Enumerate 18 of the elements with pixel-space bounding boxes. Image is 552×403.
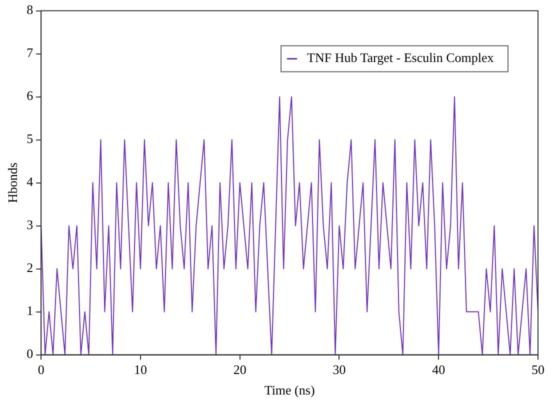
y-tick-label: 7 bbox=[26, 45, 34, 60]
x-tick-label: 10 bbox=[134, 362, 147, 378]
y-tick-label: 0 bbox=[26, 346, 34, 362]
y-tick-label: 8 bbox=[26, 2, 34, 18]
y-axis-title: Hbonds bbox=[5, 162, 20, 204]
y-tick-label: 1 bbox=[26, 303, 34, 318]
x-tick-label: 40 bbox=[432, 362, 446, 378]
x-tick-label: 0 bbox=[38, 362, 44, 378]
y-tick-label: 3 bbox=[26, 217, 34, 232]
y-tick-label: 4 bbox=[26, 174, 34, 190]
y-tick-label: 6 bbox=[26, 88, 34, 104]
x-tick-label: 50 bbox=[532, 362, 544, 378]
y-tick-label: 5 bbox=[26, 131, 34, 146]
y-tick-label: 2 bbox=[26, 260, 34, 276]
x-tick-label: 20 bbox=[233, 362, 246, 378]
legend-label: TNF Hub Target - Esculin Complex bbox=[307, 50, 494, 66]
x-axis-title: Time (ns) bbox=[264, 382, 315, 398]
x-tick-label: 30 bbox=[332, 362, 346, 378]
